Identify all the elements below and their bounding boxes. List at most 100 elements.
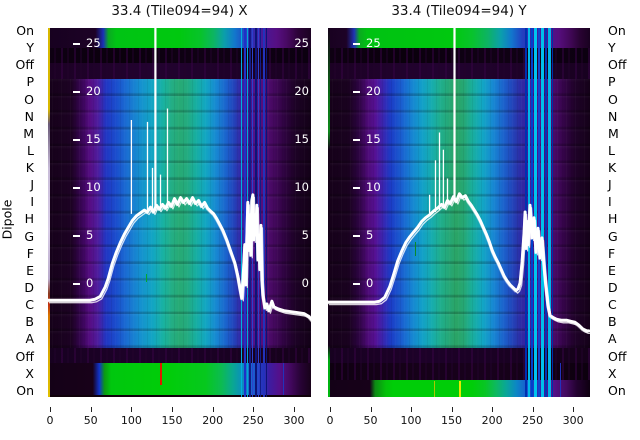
x-tick-mark	[90, 407, 92, 412]
y-tick-label-right: 15	[294, 132, 309, 146]
y-tick-label-right: 10	[294, 180, 309, 194]
y-tick-label: 0	[73, 277, 93, 289]
x-tick-label: 0	[46, 414, 54, 427]
dipole-label-left: A	[25, 331, 34, 347]
bandpass-curve	[328, 28, 590, 335]
y-tick-mark	[353, 138, 360, 141]
x-tick-label: 100	[400, 414, 422, 427]
dipole-label-left: Off	[15, 348, 34, 364]
dipole-label-right: M	[608, 125, 619, 141]
dipole-label-right: Off	[608, 348, 627, 364]
bandpass-curve	[48, 28, 311, 323]
dipole-label-left: H	[24, 211, 34, 227]
y-tick-label-right: 5	[301, 228, 309, 242]
y-tick-mark	[353, 90, 360, 93]
y-tick-label: 25	[73, 37, 101, 49]
x-tick-mark	[532, 407, 534, 412]
dipole-label-left: L	[27, 142, 34, 158]
y-tick-value: 15	[86, 132, 101, 146]
panel-title-y: 33.4 (Tile094=94) Y	[391, 3, 527, 19]
dipole-label-left: P	[26, 74, 34, 90]
bandpass-trace	[48, 196, 311, 321]
y-tick-label: 10	[73, 181, 101, 193]
x-tick-label: 300	[283, 414, 305, 427]
y-tick-label: 10	[353, 181, 381, 193]
dipole-label-left: O	[24, 91, 34, 107]
heatmap-band	[328, 28, 590, 48]
dipole-label-right: E	[608, 262, 616, 278]
y-tick-value: 15	[366, 132, 381, 146]
dipole-label-left: E	[26, 262, 34, 278]
y-tick-mark	[353, 234, 360, 237]
y-tick-mark	[73, 282, 80, 285]
dipole-label-left: N	[24, 108, 34, 124]
dipole-label-right: L	[608, 142, 615, 158]
dipole-label-left: B	[25, 314, 34, 330]
y-tick-value: 5	[86, 228, 94, 242]
x-tick-label: 50	[363, 414, 378, 427]
x-tick-label: 100	[120, 414, 142, 427]
x-tick-label: 250	[242, 414, 264, 427]
y-tick-label-right: 20	[294, 84, 309, 98]
heatmap-panel-y: 25 20 15 10 5 0	[328, 28, 590, 397]
x-tick-mark	[50, 407, 51, 412]
y-tick-value: 10	[366, 180, 381, 194]
dipole-label-left: On	[16, 382, 34, 398]
dipole-label-right: X	[608, 365, 617, 381]
y-tick-label: 15	[353, 133, 381, 145]
dipole-label-right: I	[608, 194, 612, 210]
y-tick-value: 0	[86, 276, 94, 290]
dipole-label-right: O	[608, 91, 618, 107]
x-tick-mark	[370, 407, 372, 412]
dipole-label-right: H	[608, 211, 618, 227]
y-tick-label: 5	[73, 229, 93, 241]
dipole-label-left: D	[24, 279, 34, 295]
heatmap-band	[48, 395, 311, 397]
y-tick-mark	[73, 90, 80, 93]
y-tick-mark	[73, 138, 80, 141]
dipole-label-right: B	[608, 314, 617, 330]
y-tick-label: 15	[73, 133, 101, 145]
y-tick-label: 20	[353, 85, 381, 97]
x-tick-label: 250	[522, 414, 544, 427]
dipole-label-left: Off	[15, 57, 34, 73]
y-tick-value: 25	[366, 36, 381, 50]
y-tick-value: 20	[86, 84, 101, 98]
x-tick-mark	[212, 407, 214, 412]
dipole-label-left: X	[25, 365, 34, 381]
dipole-label-right: On	[608, 23, 626, 38]
dipole-label-right: N	[608, 108, 618, 124]
dipole-label-right: F	[608, 245, 616, 261]
bandpass-trace	[48, 195, 311, 323]
x-tick-mark	[573, 407, 575, 412]
dipole-label-left: F	[26, 245, 34, 261]
y-tick-mark	[353, 42, 360, 45]
dipole-label-left: G	[24, 228, 34, 244]
dipole-label-right: Y	[608, 40, 616, 56]
dipole-label-left: I	[30, 194, 34, 210]
dipole-label-left: J	[30, 177, 34, 193]
y-tick-label: 25	[353, 37, 381, 49]
x-tick-label: 150	[441, 414, 462, 427]
heatmap-band	[48, 363, 311, 395]
y-tick-value: 5	[366, 228, 374, 242]
x-tick-mark	[253, 407, 255, 412]
dipole-label-right: G	[608, 228, 618, 244]
y-tick-label-right: 0	[301, 276, 309, 290]
x-tick-label: 150	[161, 414, 183, 427]
dipole-label-left: M	[23, 125, 34, 141]
y-tick-label-right: 25	[294, 36, 309, 50]
x-tick-label: 50	[83, 414, 98, 427]
x-tick-mark	[330, 407, 331, 412]
dipole-label-right: On	[608, 382, 626, 398]
y-tick-mark	[73, 186, 80, 189]
dipole-label-left: On	[16, 23, 34, 38]
y-tick-value: 10	[86, 180, 101, 194]
y-tick-value: 0	[366, 276, 374, 290]
x-tick-label: 300	[562, 414, 584, 427]
x-tick-mark	[131, 407, 133, 412]
x-tick-mark	[451, 407, 453, 412]
bandpass-trace	[328, 194, 589, 333]
y-tick-value: 20	[366, 84, 381, 98]
